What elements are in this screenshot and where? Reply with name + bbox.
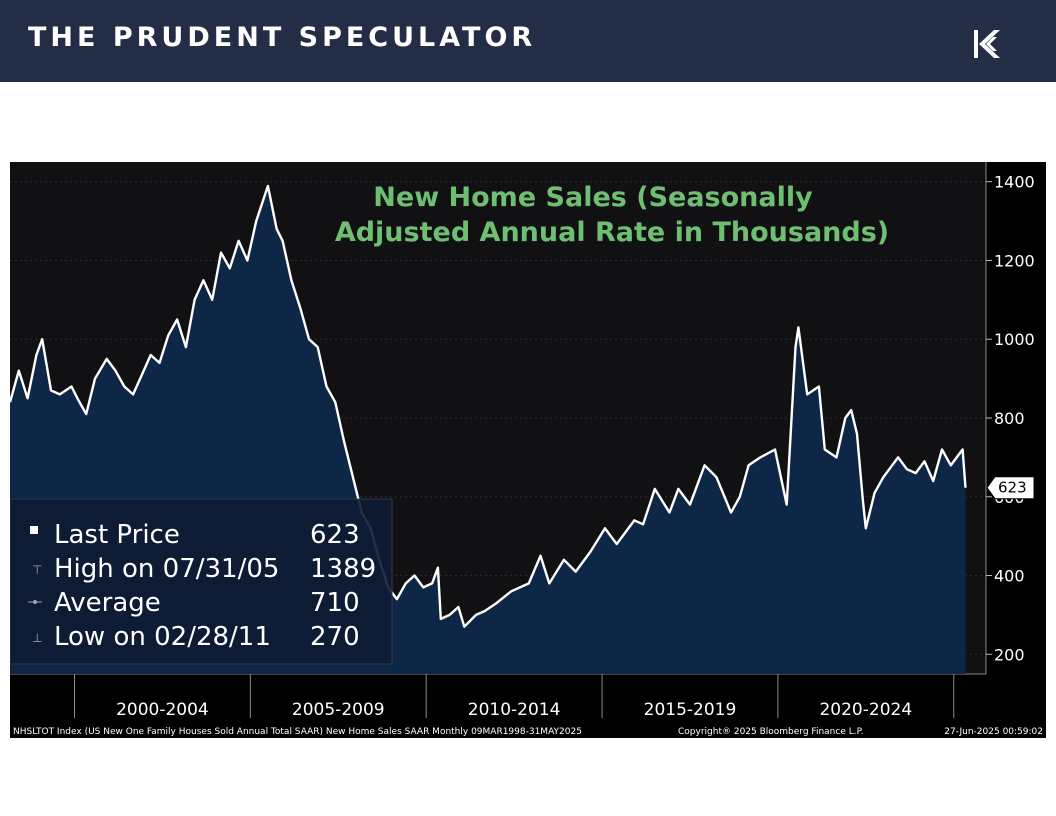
high-marker-icon: ⊤ <box>32 563 42 577</box>
stat-label-high: High on 07/31/05 <box>54 554 279 584</box>
y-tick-label: 200 <box>994 645 1025 664</box>
x-period-label: 2010-2014 <box>468 700 561 720</box>
last-value-marker: 623 <box>986 476 1035 500</box>
header-bar: THE PRUDENT SPECULATOR <box>0 0 1056 82</box>
y-tick-label: 1200 <box>994 251 1035 270</box>
footer-timestamp: 27-Jun-2025 00:59:02 <box>944 727 1043 737</box>
y-axis-ticks: 200400600800100012001400 <box>986 173 1035 664</box>
average-marker-dot-icon <box>33 600 37 604</box>
stat-label-last-price: Last Price <box>54 520 180 550</box>
footer-copyright: Copyright® 2025 Bloomberg Finance L.P. <box>678 727 863 737</box>
x-period-label: 2015-2019 <box>644 700 737 720</box>
y-tick-label: 1000 <box>994 330 1035 349</box>
chart-title-line-1: New Home Sales (Seasonally <box>373 182 813 213</box>
stat-label-low: Low on 02/28/11 <box>54 622 271 652</box>
stylized-k-logo-icon <box>974 30 1000 58</box>
footer-source: NHSLTOT Index (US New One Family Houses … <box>13 727 582 737</box>
stat-value-low: 270 <box>310 622 360 652</box>
stat-label-average: Average <box>54 588 161 618</box>
data-line <box>8 184 967 628</box>
x-period-label: 2000-2004 <box>116 700 209 720</box>
y-tick-label: 400 <box>994 567 1025 586</box>
stat-value-average: 710 <box>310 588 360 618</box>
stat-value-last-price: 623 <box>310 520 360 550</box>
stat-value-high: 1389 <box>310 554 376 584</box>
x-period-label: 2020-2024 <box>819 700 912 720</box>
last-value-label: 623 <box>998 479 1027 497</box>
last-price-marker-icon <box>30 526 38 534</box>
brand-title: THE PRUDENT SPECULATOR <box>28 22 537 53</box>
x-period-label: 2005-2009 <box>292 700 385 720</box>
y-tick-label: 800 <box>994 409 1025 428</box>
new-home-sales-chart: 200400600800100012001400 2000-20042005-2… <box>8 162 1046 738</box>
chart-title-line-2: Adjusted Annual Rate in Thousands) <box>335 217 889 248</box>
x-axis-labels: 2000-2004 2005-2009 2010-2014 2015-2019 2020… <box>116 700 912 720</box>
stats-panel <box>9 498 393 665</box>
low-marker-icon: ⊥ <box>32 631 42 645</box>
y-tick-label: 1400 <box>994 173 1035 192</box>
stats-legend: Last Price 623 ⊤ High on 07/31/05 1389 A… <box>9 498 393 665</box>
chart-container: 200400600800100012001400 2000-20042005-2… <box>8 162 1046 738</box>
